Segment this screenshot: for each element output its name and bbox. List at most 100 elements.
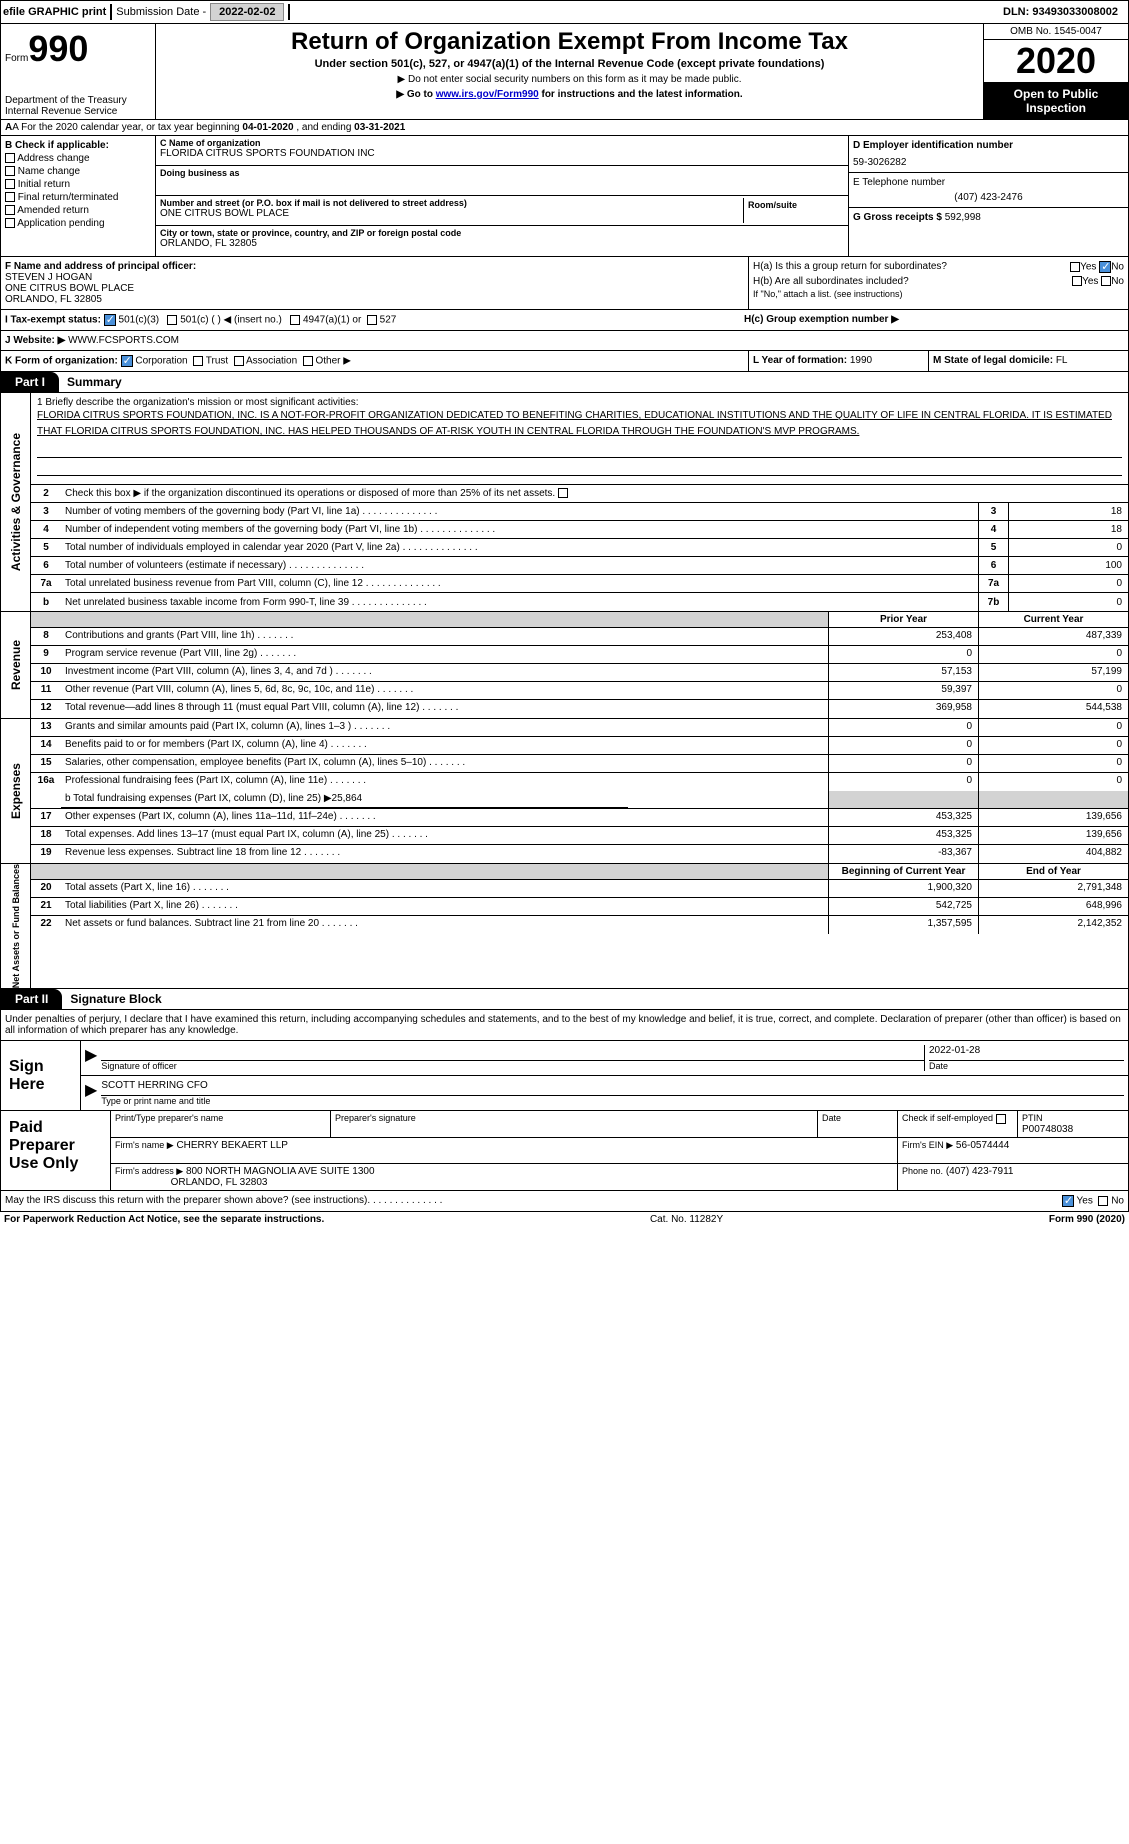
- line-text: Number of independent voting members of …: [61, 522, 978, 537]
- line-text: Net unrelated business taxable income fr…: [61, 595, 978, 610]
- line-text: Total liabilities (Part X, line 26): [61, 898, 828, 915]
- row-a-tax-year: AA For the 2020 calendar year, or tax ye…: [0, 120, 1129, 136]
- ein-value: 59-3026282: [853, 157, 1124, 168]
- chk-other[interactable]: [303, 356, 313, 366]
- chk-hb-yes[interactable]: [1072, 276, 1082, 286]
- line-text: Total unrelated business revenue from Pa…: [61, 576, 978, 591]
- l-value: 1990: [850, 355, 872, 366]
- chk-hb-no[interactable]: [1101, 276, 1111, 286]
- line-text: Total expenses. Add lines 13–17 (must eq…: [61, 827, 828, 844]
- f-addr1: ONE CITRUS BOWL PLACE: [5, 283, 134, 294]
- line-text: Professional fundraising fees (Part IX, …: [61, 773, 828, 791]
- col-h: H(a) Is this a group return for subordin…: [748, 257, 1128, 309]
- line-num: 14: [31, 737, 61, 754]
- current-value: 139,656: [978, 809, 1128, 826]
- ein-label: D Employer identification number: [853, 140, 1124, 151]
- fh-row: F Name and address of principal officer:…: [0, 257, 1129, 310]
- firm-addr1: 800 NORTH MAGNOLIA AVE SUITE 1300: [186, 1166, 375, 1177]
- chk-501c3[interactable]: [104, 314, 116, 326]
- line-text: Revenue less expenses. Subtract line 18 …: [61, 845, 828, 863]
- submission-date-button[interactable]: 2022-02-02: [210, 3, 284, 21]
- expenses-section: Expenses 13 Grants and similar amounts p…: [0, 719, 1129, 864]
- chk-527[interactable]: [367, 315, 377, 325]
- begin-year-header: Beginning of Current Year: [828, 864, 978, 879]
- line-16b: b Total fundraising expenses (Part IX, c…: [61, 791, 628, 808]
- chk-amended-return[interactable]: [5, 205, 15, 215]
- j-website: WWW.FCSPORTS.COM: [68, 335, 179, 346]
- line-value: 0: [1008, 575, 1128, 592]
- chk-self-emp[interactable]: [996, 1114, 1006, 1124]
- f-addr2: ORLANDO, FL 32805: [5, 294, 102, 305]
- chk-initial-return[interactable]: [5, 179, 15, 189]
- paid-preparer-block: Paid Preparer Use Only Print/Type prepar…: [0, 1111, 1129, 1191]
- chk-assoc[interactable]: [234, 356, 244, 366]
- chk-4947[interactable]: [290, 315, 300, 325]
- city-value: ORLANDO, FL 32805: [160, 238, 844, 249]
- line-value: 18: [1008, 503, 1128, 520]
- footer-left: For Paperwork Reduction Act Notice, see …: [4, 1214, 324, 1225]
- line-value: 100: [1008, 557, 1128, 574]
- ptname-label: Print/Type preparer's name: [115, 1113, 223, 1123]
- line-text: Total number of individuals employed in …: [61, 540, 978, 555]
- current-value: 544,538: [978, 700, 1128, 718]
- line-num: 15: [31, 755, 61, 772]
- line-num: 4: [31, 522, 61, 537]
- chk-corp[interactable]: [121, 355, 133, 367]
- current-value: 404,882: [978, 845, 1128, 863]
- sign-here-label: Sign Here: [1, 1041, 81, 1110]
- goto-line: ▶ Go to www.irs.gov/Form990 for instruct…: [160, 89, 979, 100]
- chk-name-change[interactable]: [5, 166, 15, 176]
- chk-address-change[interactable]: [5, 153, 15, 163]
- prior-value: 453,325: [828, 827, 978, 844]
- efile-label: efile GRAPHIC print: [3, 6, 106, 18]
- line-num: 3: [31, 504, 61, 519]
- lbl-final-return: Final return/terminated: [18, 192, 119, 203]
- prior-value: 1,357,595: [828, 916, 978, 934]
- chk-trust[interactable]: [193, 356, 203, 366]
- current-value: 2,142,352: [978, 916, 1128, 934]
- goto-pre: ▶ Go to: [396, 89, 435, 100]
- prior-year-header: Prior Year: [828, 612, 978, 627]
- chk-501c[interactable]: [167, 315, 177, 325]
- sig-date-label: Date: [929, 1061, 1124, 1071]
- chk-discuss-no[interactable]: [1098, 1196, 1108, 1206]
- omb-number: OMB No. 1545-0047: [984, 24, 1128, 40]
- prior-value: 0: [828, 646, 978, 663]
- prior-value: 0: [828, 737, 978, 754]
- end-year-header: End of Year: [978, 864, 1128, 879]
- line-num: 21: [31, 898, 61, 915]
- arrow-icon: ▶: [85, 1080, 97, 1106]
- gross-label: G Gross receipts $: [853, 212, 942, 223]
- chk-discuss-yes[interactable]: [1062, 1195, 1074, 1207]
- line-text: Grants and similar amounts paid (Part IX…: [61, 719, 828, 736]
- line-box: 6: [978, 557, 1008, 574]
- line-text: Total revenue—add lines 8 through 11 (mu…: [61, 700, 828, 718]
- chk-ha-yes[interactable]: [1070, 262, 1080, 272]
- addr-label: Number and street (or P.O. box if mail i…: [160, 198, 743, 208]
- submission-date-label: Submission Date -: [116, 6, 206, 18]
- current-value: 2,791,348: [978, 880, 1128, 897]
- chk-final-return[interactable]: [5, 192, 15, 202]
- form-title: Return of Organization Exempt From Incom…: [160, 28, 979, 56]
- open-inspection: Open to Public Inspection: [984, 83, 1128, 119]
- line-text: Salaries, other compensation, employee b…: [61, 755, 828, 772]
- irs-link[interactable]: www.irs.gov/Form990: [436, 89, 539, 100]
- sig-name-label: Type or print name and title: [101, 1096, 1124, 1106]
- chk-ha-no[interactable]: [1099, 261, 1111, 273]
- chk-line2[interactable]: [558, 488, 568, 498]
- line-num: 22: [31, 916, 61, 934]
- i-label: I Tax-exempt status:: [5, 315, 101, 326]
- row-a-mid: , and ending: [294, 122, 355, 133]
- current-value: 487,339: [978, 628, 1128, 645]
- expenses-label: Expenses: [9, 763, 23, 819]
- line-text: Total assets (Part X, line 16): [61, 880, 828, 897]
- ptin-label: PTIN: [1022, 1113, 1043, 1123]
- prior-value: 59,397: [828, 682, 978, 699]
- chk-app-pending[interactable]: [5, 218, 15, 228]
- goto-post: for instructions and the latest informat…: [539, 89, 743, 100]
- line-text: Contributions and grants (Part VIII, lin…: [61, 628, 828, 645]
- line-num: 6: [31, 558, 61, 573]
- tel-value: (407) 423-2476: [853, 192, 1124, 203]
- efile-top-bar: efile GRAPHIC print Submission Date - 20…: [0, 0, 1129, 24]
- part2-header: Part II Signature Block: [0, 989, 1129, 1010]
